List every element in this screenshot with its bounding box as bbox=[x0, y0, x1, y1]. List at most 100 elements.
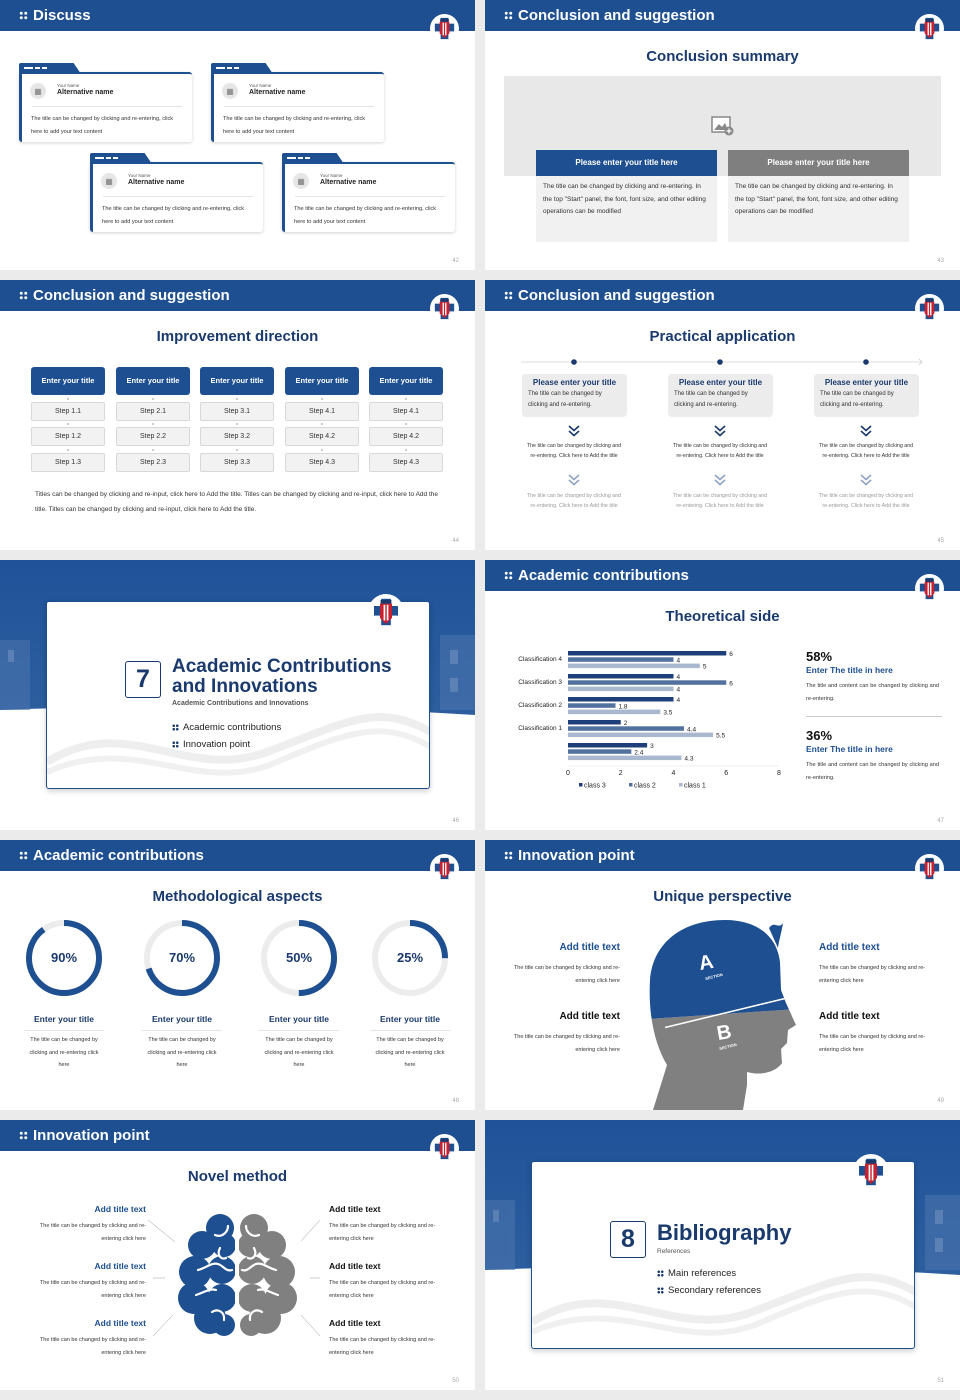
step-box[interactable]: Step 1.3 bbox=[31, 453, 105, 472]
page-number: 48 bbox=[452, 1098, 459, 1104]
step-box[interactable]: Step 4.1 bbox=[369, 402, 443, 421]
section-item[interactable]: Main references bbox=[657, 1268, 736, 1279]
column-title-button[interactable]: Enter your title bbox=[116, 367, 190, 395]
grip-icon bbox=[19, 291, 28, 300]
slide-header: Innovation point bbox=[0, 1120, 475, 1151]
bar bbox=[568, 703, 616, 708]
legend-swatch bbox=[679, 783, 683, 787]
section-item[interactable]: Secondary references bbox=[657, 1285, 761, 1296]
step-box[interactable]: Step 4.3 bbox=[369, 453, 443, 472]
column-title-button[interactable]: Enter your title bbox=[200, 367, 274, 395]
slide-47-theoretical-side[interactable]: Academic contributions Theoretical side … bbox=[485, 560, 960, 830]
step-box[interactable]: Step 2.2 bbox=[116, 427, 190, 446]
slide-title: Improvement direction bbox=[156, 328, 319, 345]
slide-44-improvement-direction[interactable]: Conclusion and suggestion Improvement di… bbox=[0, 280, 475, 550]
block-title: Add title text bbox=[94, 1261, 146, 1271]
title-box-blue[interactable]: Please enter your title here bbox=[536, 150, 717, 176]
divider bbox=[295, 196, 445, 197]
item-box[interactable]: Please enter your title The title can be … bbox=[814, 374, 919, 417]
card-label: Your Name bbox=[249, 83, 272, 88]
slide-50-novel-method[interactable]: Innovation point Novel method Add title … bbox=[0, 1120, 475, 1390]
wave-decoration bbox=[47, 713, 429, 776]
grip-icon bbox=[504, 571, 513, 580]
image-placeholder-icon[interactable]: ▦ bbox=[30, 83, 46, 99]
step-box[interactable]: Step 3.1 bbox=[200, 402, 274, 421]
section-item[interactable]: Academic contributions bbox=[172, 722, 281, 733]
section-item[interactable]: Innovation point bbox=[172, 739, 250, 750]
step-box[interactable]: Step 4.2 bbox=[369, 427, 443, 446]
block-title: Add title text bbox=[329, 1261, 381, 1271]
column-title-button[interactable]: Enter your title bbox=[369, 367, 443, 395]
university-logo bbox=[430, 294, 459, 323]
item-box[interactable]: Please enter your title The title can be … bbox=[668, 374, 773, 417]
item-title: Please enter your title bbox=[678, 378, 763, 387]
card-text: The title can be changed by clicking and… bbox=[102, 206, 245, 225]
data-label: 4 bbox=[677, 697, 681, 704]
page-number: 47 bbox=[937, 818, 944, 824]
slide-42-discuss[interactable]: Discuss ▦ Your Name Alternative name The… bbox=[0, 0, 475, 270]
slide-51-section-8[interactable]: 8 Bibliography References Main reference… bbox=[485, 1120, 960, 1390]
profile-card[interactable]: ▦ Your Name Alternative name The title c… bbox=[282, 153, 455, 232]
item-box[interactable]: Please enter your title The title can be … bbox=[522, 374, 627, 417]
step-box[interactable]: Step 4.1 bbox=[285, 402, 359, 421]
image-placeholder-icon[interactable]: ▦ bbox=[222, 83, 238, 99]
image-placeholder-icon[interactable]: ▦ bbox=[293, 173, 309, 189]
title-box-gray[interactable]: Please enter your title here bbox=[728, 150, 909, 176]
university-logo bbox=[915, 14, 944, 43]
slide-43-conclusion-summary[interactable]: Conclusion and suggestion Conclusion sum… bbox=[485, 0, 960, 270]
image-placeholder-icon[interactable]: ▦ bbox=[101, 173, 117, 189]
card-label: Your Name bbox=[128, 173, 151, 178]
data-label: 3 bbox=[650, 743, 654, 750]
step-box[interactable]: Step 2.3 bbox=[116, 453, 190, 472]
data-label: 3.5 bbox=[663, 710, 672, 717]
university-logo bbox=[915, 854, 944, 883]
data-label: 2 bbox=[624, 720, 628, 727]
step-box[interactable]: Step 3.3 bbox=[200, 453, 274, 472]
column-title-button[interactable]: Enter your title bbox=[31, 367, 105, 395]
slide-45-practical-application[interactable]: Conclusion and suggestion Practical appl… bbox=[485, 280, 960, 550]
profile-card[interactable]: ▦ Your Name Alternative name The title c… bbox=[90, 153, 263, 232]
column-title-button[interactable]: Enter your title bbox=[285, 367, 359, 395]
step-box[interactable]: Step 4.2 bbox=[285, 427, 359, 446]
slide-48-methodological-aspects[interactable]: Academic contributions Methodological as… bbox=[0, 840, 475, 1110]
stat-value: 58% bbox=[806, 649, 833, 664]
brain-icon bbox=[147, 1210, 321, 1340]
data-label: 6 bbox=[729, 680, 733, 687]
block-title: Add title text bbox=[329, 1204, 381, 1214]
slide-title: Novel method bbox=[187, 1168, 288, 1185]
block-text: The title can be changed by clicking and… bbox=[329, 1280, 436, 1299]
block-title: Add title text bbox=[94, 1318, 146, 1328]
divider bbox=[103, 196, 253, 197]
step-box[interactable]: Step 1.2 bbox=[31, 427, 105, 446]
text-box: The title can be changed by clicking and… bbox=[728, 176, 909, 242]
stat-text: The title and content can be changed by … bbox=[806, 762, 939, 781]
bar bbox=[568, 749, 632, 754]
card-text: The title can be changed by clicking and… bbox=[31, 116, 174, 135]
connector-dot bbox=[67, 423, 69, 425]
connector-dot bbox=[405, 449, 407, 451]
step-box[interactable]: Step 1.1 bbox=[31, 402, 105, 421]
double-chevron-down-icon bbox=[860, 425, 872, 437]
bar bbox=[568, 743, 648, 748]
image-add-icon[interactable] bbox=[711, 116, 735, 136]
block-text: The title can be changed by clicking and… bbox=[819, 1034, 926, 1053]
data-label: 6 bbox=[729, 651, 733, 658]
step-box[interactable]: Step 3.2 bbox=[200, 427, 274, 446]
header-title: Innovation point bbox=[518, 847, 635, 864]
university-logo bbox=[915, 294, 944, 323]
slide-header: Conclusion and suggestion bbox=[485, 0, 960, 31]
card-text: The title can be changed by clicking and… bbox=[223, 116, 366, 135]
header-title: Innovation point bbox=[33, 1127, 150, 1144]
step-box[interactable]: Step 4.3 bbox=[285, 453, 359, 472]
section-card bbox=[46, 601, 430, 789]
slide-46-section-7[interactable]: 7 Academic Contributions and Innovations… bbox=[0, 560, 475, 830]
page-number: 42 bbox=[452, 258, 459, 264]
profile-card[interactable]: ▦ Your Name Alternative name The title c… bbox=[19, 63, 192, 142]
profile-card[interactable]: ▦ Your Name Alternative name The title c… bbox=[211, 63, 384, 142]
section-number: 8 bbox=[610, 1221, 646, 1258]
ring-progress bbox=[144, 920, 220, 996]
section-title: Academic Contributions and Innovations bbox=[172, 656, 392, 697]
slide-49-unique-perspective[interactable]: Innovation point Unique perspective A SE… bbox=[485, 840, 960, 1110]
step-box[interactable]: Step 2.1 bbox=[116, 402, 190, 421]
connector-dot bbox=[67, 449, 69, 451]
